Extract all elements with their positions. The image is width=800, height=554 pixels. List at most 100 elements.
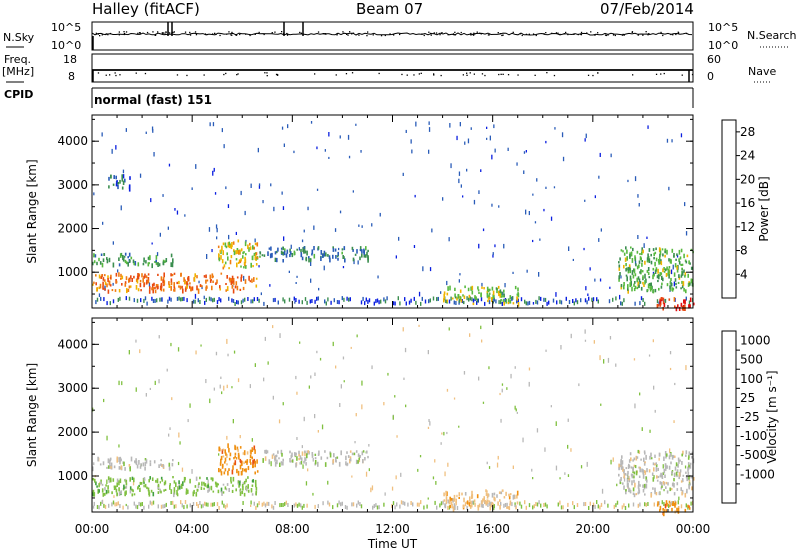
velocity-echo-region [182, 481, 184, 487]
velocity-echo-region [236, 446, 239, 451]
power-echo-region [236, 248, 239, 253]
velocity-echo-region [110, 466, 112, 469]
power-echo-region [650, 260, 653, 265]
power-sparse-echo [532, 239, 534, 243]
power-echo-region [664, 268, 667, 272]
velocity-echo-region [220, 455, 223, 461]
power-sparse-echo [587, 293, 589, 296]
power-ground-echo [220, 298, 222, 303]
velocity-echo-region [490, 503, 493, 508]
nsearch-point [597, 32, 599, 34]
velocity-sparse-echo [158, 335, 160, 339]
velocity-echo-region [508, 495, 511, 500]
power-echo-region [650, 282, 652, 286]
nsearch-point [231, 34, 233, 36]
velocity-echo-region [299, 462, 301, 465]
power-sparse-echo [428, 121, 430, 125]
velocity-echo-region [176, 493, 179, 497]
power-sparse-echo [462, 195, 464, 198]
velocity-ground-echo [407, 502, 409, 507]
power-echo-region [629, 265, 631, 271]
velocity-echo-region [97, 456, 99, 462]
nsearch-point [439, 34, 441, 36]
nsearch-point [346, 33, 348, 35]
power-echo-region [313, 246, 315, 251]
velocity-ground-echo [261, 502, 263, 507]
power-echo-region [229, 259, 232, 265]
power-echo-region [650, 286, 653, 291]
power-echo-region [154, 261, 156, 263]
velocity-echo-region [243, 492, 246, 497]
nsearch-point [249, 34, 251, 37]
velocity-ground-echo [112, 500, 115, 505]
power-echo-region [159, 285, 162, 291]
velocity-echo-region [671, 502, 674, 506]
power-echo-region [454, 296, 457, 299]
velocity-sparse-echo [189, 403, 191, 408]
nsearch-point [235, 34, 237, 36]
power-ground-echo [597, 299, 599, 304]
velocity-ground-echo [661, 500, 663, 505]
power-echo-region [205, 286, 207, 291]
velocity-echo-region [211, 477, 214, 482]
nsearch-label: N.Search [747, 29, 797, 42]
velocity-echo-region [193, 489, 195, 494]
power-echo-region [106, 283, 108, 288]
velocity-echo-region [450, 497, 453, 501]
nsearch-point [95, 32, 97, 34]
power-echo-region [212, 275, 214, 278]
power-echo-region [505, 299, 507, 304]
power-echo-region [199, 284, 202, 287]
power-echo-region [247, 244, 249, 250]
velocity-echo-region [253, 445, 256, 451]
power-sparse-echo [258, 185, 261, 189]
velocity-y-tick-label: 3000 [57, 381, 88, 395]
velocity-echo-region [314, 460, 317, 465]
velocity-ground-echo [293, 503, 295, 508]
power-sparse-echo [668, 186, 670, 191]
nsearch-point [172, 31, 174, 34]
power-echo-region [157, 262, 159, 267]
power-ground-echo [367, 299, 369, 304]
power-echo-region [242, 286, 245, 291]
power-echo-region [660, 272, 663, 275]
power-ground-echo [469, 296, 471, 301]
power-ground-echo [183, 296, 185, 301]
nsearch-point [557, 32, 559, 34]
velocity-sparse-echo [658, 457, 660, 461]
power-echo-region [178, 285, 180, 288]
power-echo-region [443, 291, 446, 295]
velocity-ground-echo [272, 505, 275, 510]
power-sparse-echo [318, 287, 320, 291]
nave-point [663, 72, 665, 75]
velocity-echo-region [157, 491, 160, 494]
velocity-echo-region [112, 478, 115, 482]
velocity-echo-region [125, 479, 128, 483]
power-sparse-echo [120, 205, 122, 211]
power-echo-region [690, 266, 693, 270]
power-echo-region [224, 261, 227, 265]
velocity-echo-region [107, 476, 110, 480]
power-sparse-echo [528, 211, 530, 216]
power-sparse-echo [456, 135, 458, 141]
power-echo-region [225, 245, 228, 249]
power-echo-region [143, 257, 145, 263]
power-sparse-echo [281, 126, 284, 130]
power-echo-region [449, 285, 451, 291]
velocity-echo-region [645, 454, 647, 460]
power-echo-region [155, 259, 157, 263]
power-y-tick-label: 4000 [57, 134, 88, 148]
power-ground-echo [232, 299, 235, 303]
velocity-echo-region [157, 483, 160, 487]
power-echo-region [120, 273, 122, 278]
power-echo-region [231, 285, 234, 289]
power-echo-region [243, 266, 245, 269]
power-echo-region [659, 250, 662, 256]
power-echo-region [170, 286, 172, 291]
power-echo-region [631, 270, 634, 275]
velocity-colorbar-frame [721, 330, 737, 504]
power-echo-region [671, 248, 674, 253]
velocity-echo-region [168, 466, 171, 471]
power-echo-region [185, 286, 187, 291]
power-ground-echo [429, 298, 431, 303]
